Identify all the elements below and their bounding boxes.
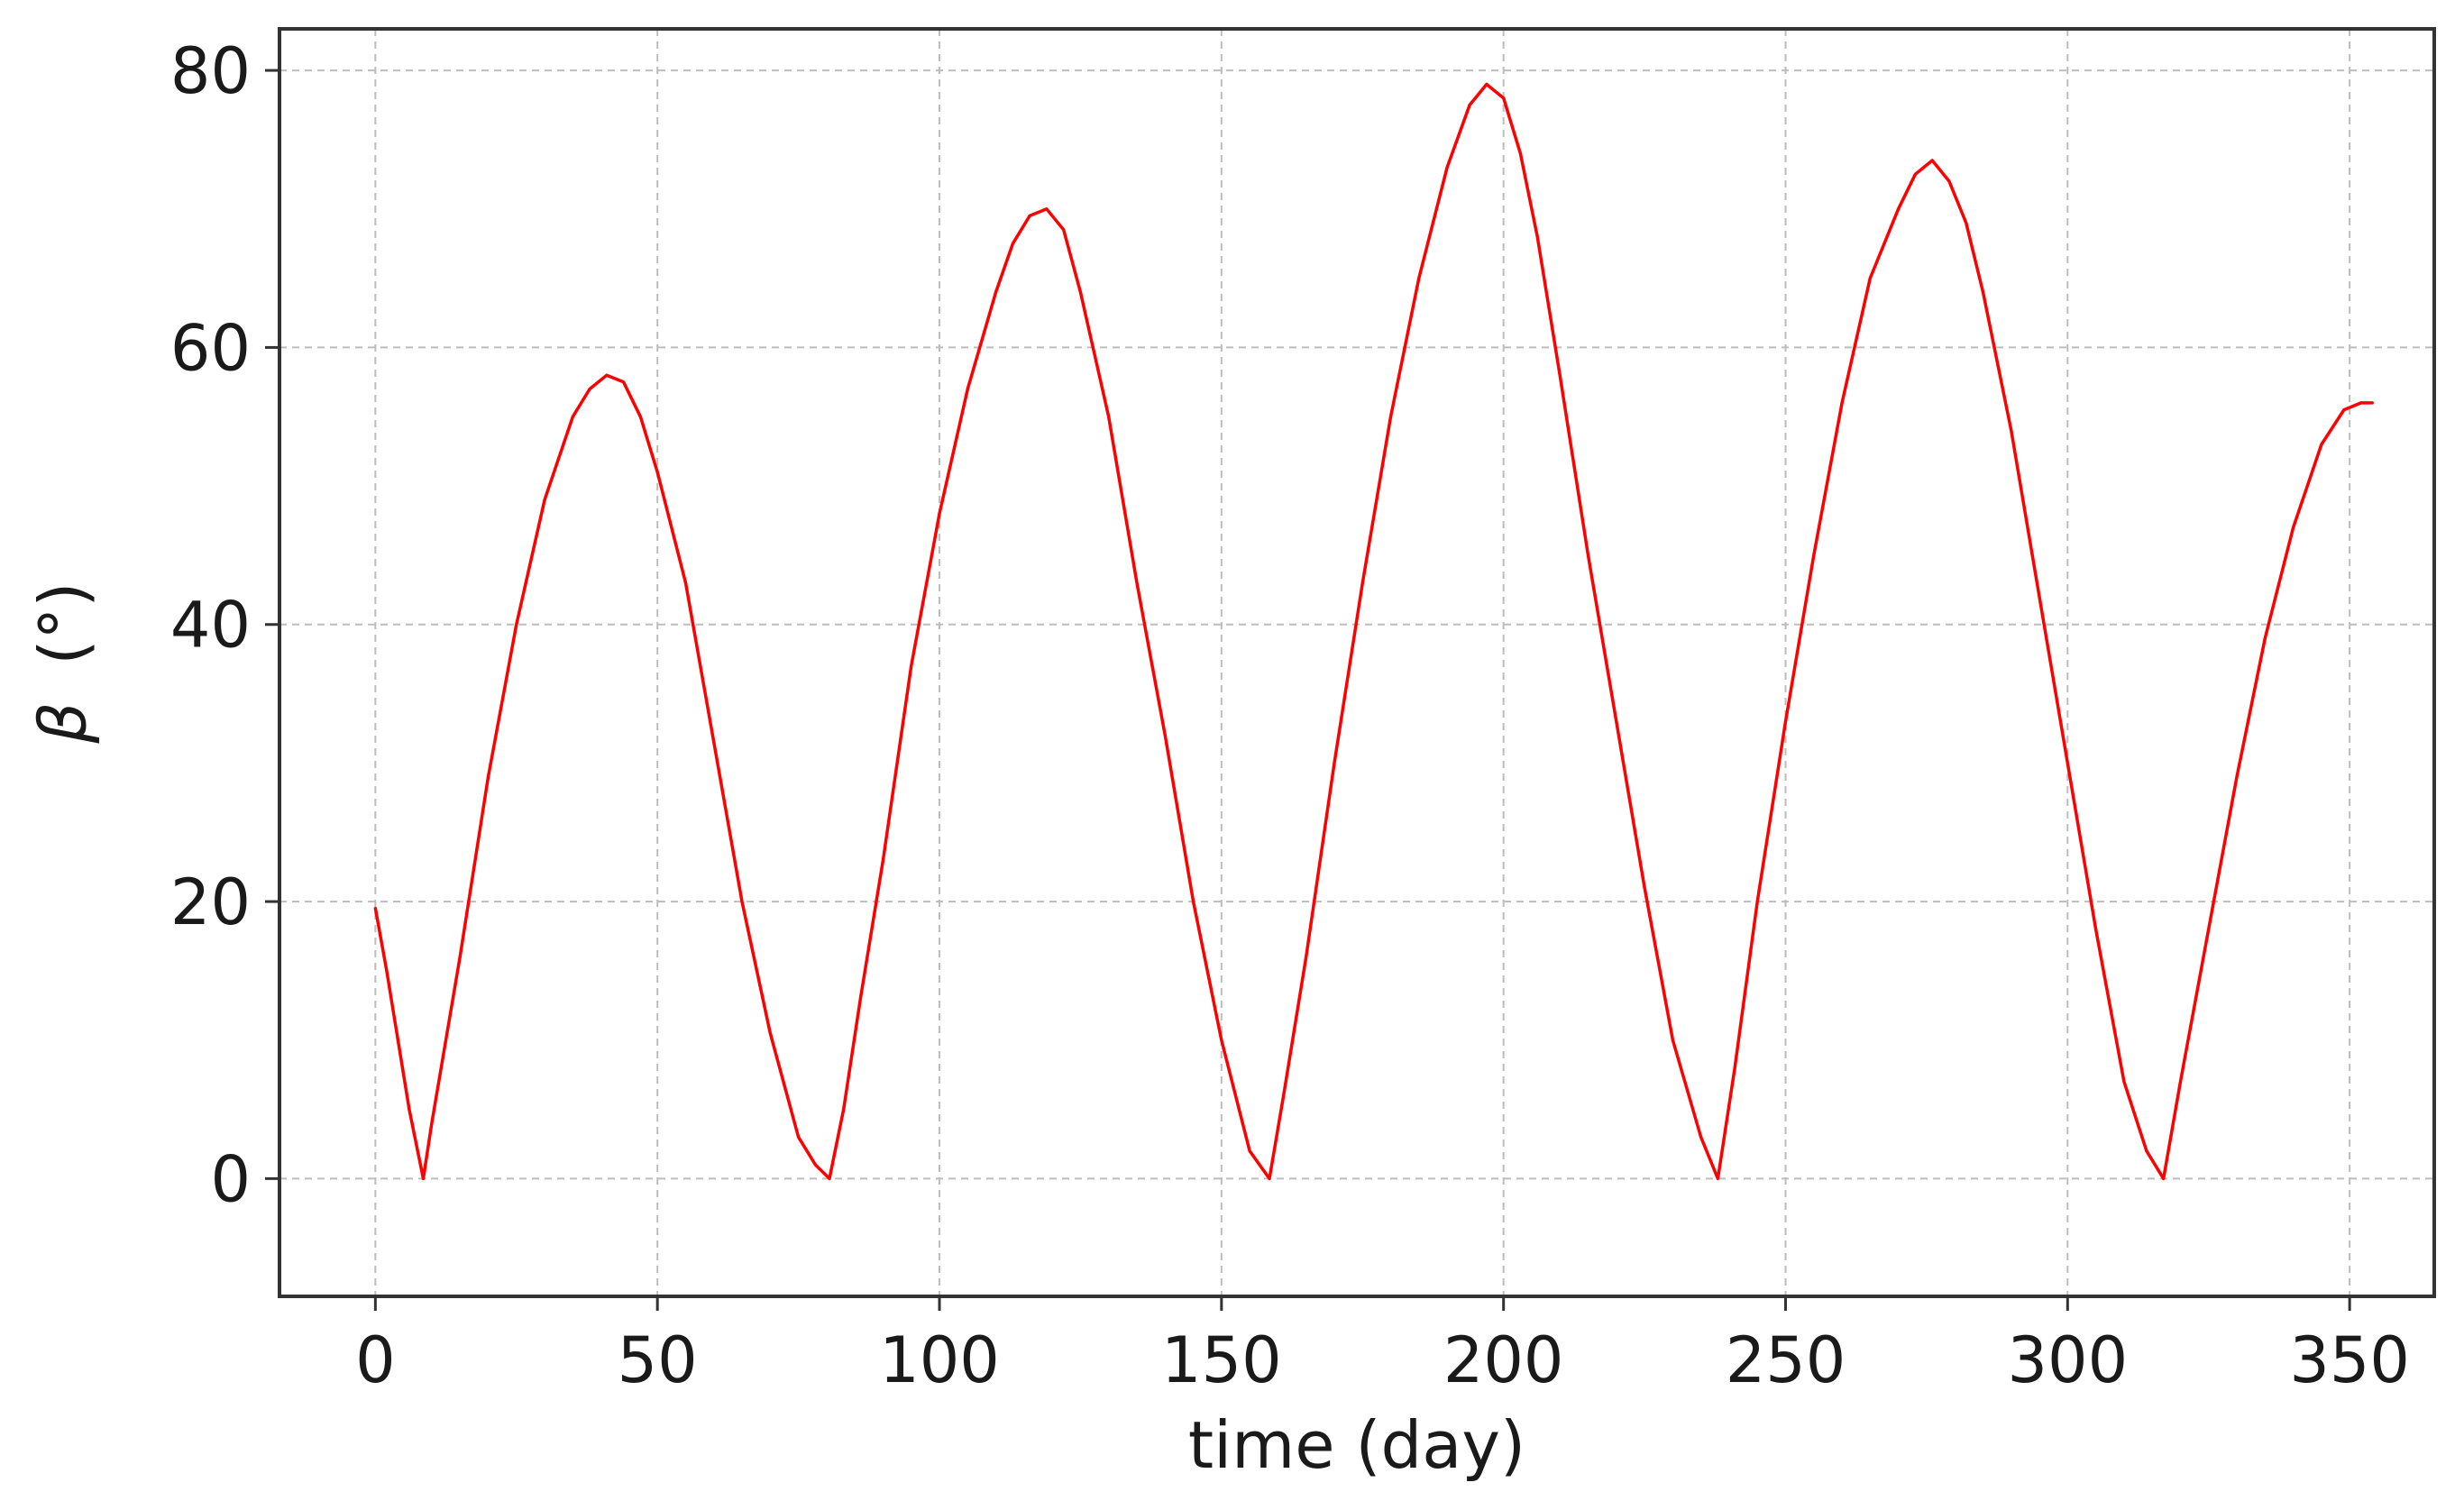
- x-tick-label: 350: [2289, 1323, 2410, 1397]
- y-tick-label: 60: [170, 311, 251, 385]
- x-tick-label: 0: [355, 1323, 396, 1397]
- x-axis-label: time (day): [1188, 1407, 1525, 1483]
- grid: [279, 29, 2434, 1296]
- axis-ticks: 0 50 100 150 200 250 300 350 0 20 40 60 80: [170, 34, 2410, 1397]
- y-axis-label-units: (°): [25, 581, 101, 664]
- y-tick-label: 0: [210, 1142, 251, 1216]
- x-tick-label: 100: [879, 1323, 1000, 1397]
- y-tick-label: 80: [170, 34, 251, 108]
- y-tick-label: 40: [170, 589, 251, 663]
- y-axis-label-symbol: β: [25, 702, 101, 745]
- x-tick-label: 50: [618, 1323, 698, 1397]
- plot-frame: [278, 27, 2436, 1298]
- x-tick-label: 200: [1443, 1323, 1564, 1397]
- y-axis-label: β (°): [25, 581, 101, 744]
- x-tick-label: 150: [1161, 1323, 1282, 1397]
- beta-series-line: [373, 82, 2374, 1181]
- x-tick-label: 250: [1726, 1323, 1846, 1397]
- y-tick-label: 20: [170, 865, 251, 939]
- x-tick-label: 300: [2008, 1323, 2129, 1397]
